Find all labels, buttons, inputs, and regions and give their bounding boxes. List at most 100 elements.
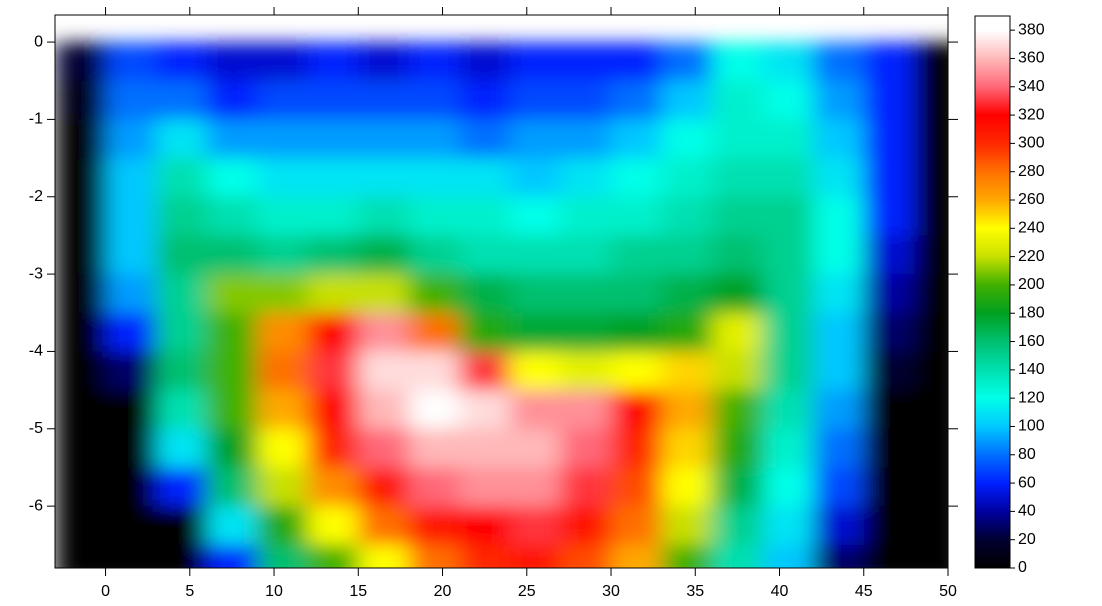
x-tick-label: 20 <box>434 583 452 600</box>
heatmap-cell <box>358 429 409 468</box>
heatmap-cell <box>106 506 157 545</box>
heatmap-cell <box>257 197 308 236</box>
heatmap-cell <box>560 158 611 197</box>
heatmap-cell <box>106 351 157 390</box>
heatmap-cell <box>409 467 460 506</box>
heatmap-cell <box>55 42 106 81</box>
heatmap-cell <box>409 235 460 274</box>
heatmap-cell <box>510 119 561 158</box>
heatmap-cell <box>813 197 864 236</box>
colorbar-tick-label: 320 <box>1018 106 1045 123</box>
colorbar-tick-label: 40 <box>1018 503 1036 520</box>
heatmap-cell <box>106 467 157 506</box>
heatmap-cell <box>257 158 308 197</box>
heatmap-cell <box>560 545 611 584</box>
heatmap-cell <box>763 197 814 236</box>
heatmap-cell <box>864 545 915 584</box>
colorbar-tick-label: 240 <box>1018 220 1045 237</box>
heatmap-cell <box>156 390 207 429</box>
heatmap-cell <box>257 545 308 584</box>
heatmap-cell <box>813 274 864 313</box>
heatmap-cell <box>55 506 106 545</box>
heatmap-cell <box>257 351 308 390</box>
heatmap <box>55 42 965 584</box>
heatmap-cell <box>813 158 864 197</box>
x-tick-label: 45 <box>855 583 873 600</box>
heatmap-cell <box>459 351 510 390</box>
heatmap-cell <box>813 235 864 274</box>
heatmap-cell <box>207 467 258 506</box>
heatmap-cell <box>662 119 713 158</box>
heatmap-cell <box>156 42 207 81</box>
heatmap-cell <box>106 274 157 313</box>
heatmap-cell <box>914 313 965 352</box>
y-tick-label: -1 <box>29 111 43 128</box>
x-tick-label: 5 <box>185 583 194 600</box>
heatmap-cell <box>712 274 763 313</box>
heatmap-cell <box>308 467 359 506</box>
heatmap-cell <box>459 81 510 120</box>
heatmap-cell <box>864 81 915 120</box>
heatmap-cell <box>156 197 207 236</box>
heatmap-cell <box>156 467 207 506</box>
heatmap-cell <box>106 158 157 197</box>
heatmap-cell <box>106 313 157 352</box>
x-tick-label: 10 <box>265 583 283 600</box>
heatmap-cell <box>257 119 308 158</box>
heatmap-cell <box>560 197 611 236</box>
heatmap-cell <box>510 197 561 236</box>
heatmap-cell <box>257 81 308 120</box>
heatmap-cell <box>813 390 864 429</box>
heatmap-cell <box>308 119 359 158</box>
heatmap-cell <box>459 42 510 81</box>
heatmap-cell <box>459 119 510 158</box>
y-tick-label: -5 <box>29 420 43 437</box>
colorbar-tick-label: 280 <box>1018 163 1045 180</box>
heatmap-cell <box>156 351 207 390</box>
heatmap-cell <box>864 351 915 390</box>
heatmap-cell <box>409 429 460 468</box>
heatmap-cell <box>611 545 662 584</box>
heatmap-cell <box>207 506 258 545</box>
heatmap-cell <box>611 390 662 429</box>
heatmap-cell <box>358 197 409 236</box>
heatmap-cell <box>308 390 359 429</box>
x-tick-label: 40 <box>771 583 789 600</box>
heatmap-cell <box>712 390 763 429</box>
heatmap-cell <box>106 119 157 158</box>
heatmap-cell <box>813 313 864 352</box>
heatmap-cell <box>662 81 713 120</box>
heatmap-cell <box>55 235 106 274</box>
heatmap-cell <box>763 313 814 352</box>
heatmap-cell <box>459 235 510 274</box>
heatmap-cell <box>55 390 106 429</box>
heatmap-cell <box>156 119 207 158</box>
heatmap-cell <box>864 42 915 81</box>
heatmap-cell <box>409 42 460 81</box>
heatmap-cell <box>459 313 510 352</box>
heatmap-cell <box>257 467 308 506</box>
heatmap-cell <box>611 235 662 274</box>
heatmap-cell <box>207 313 258 352</box>
heatmap-cell <box>409 390 460 429</box>
heatmap-cell <box>358 351 409 390</box>
heatmap-cell <box>510 429 561 468</box>
heatmap-cell <box>611 42 662 81</box>
heatmap-cell <box>308 158 359 197</box>
heatmap-cell <box>662 274 713 313</box>
x-tick-label: 15 <box>349 583 367 600</box>
colorbar-tick-label: 160 <box>1018 333 1045 350</box>
heatmap-cell <box>358 235 409 274</box>
heatmap-cell <box>510 274 561 313</box>
heatmap-cell <box>712 42 763 81</box>
heatmap-cell <box>55 274 106 313</box>
heatmap-cell <box>409 313 460 352</box>
heatmap-cell <box>914 42 965 81</box>
x-tick-label: 0 <box>101 583 110 600</box>
heatmap-cell <box>156 235 207 274</box>
colorbar-tick-label: 380 <box>1018 21 1045 38</box>
heatmap-cell <box>459 197 510 236</box>
heatmap-cell <box>662 429 713 468</box>
heatmap-cell <box>358 158 409 197</box>
heatmap-cell <box>207 274 258 313</box>
